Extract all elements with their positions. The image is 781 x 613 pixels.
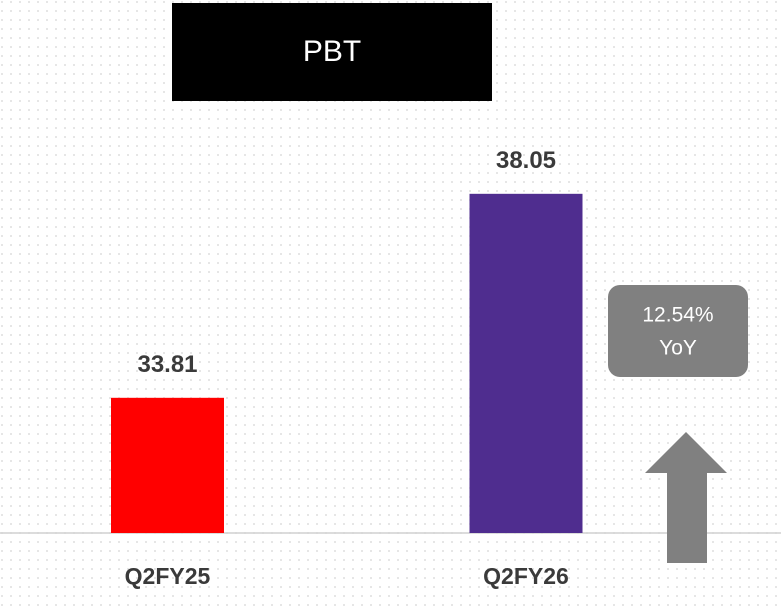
annotation-text: 12.54%	[642, 304, 713, 327]
x-tick-label: Q2FY26	[483, 563, 569, 589]
bar	[469, 193, 583, 534]
annotation-box	[608, 285, 748, 377]
title-box	[172, 3, 492, 101]
annotation-text: YoY	[659, 337, 697, 360]
value-label: 33.81	[137, 351, 197, 378]
x-tick-label: Q2FY25	[125, 563, 211, 589]
value-label: 38.05	[496, 147, 556, 174]
bar	[111, 397, 224, 533]
up-arrow	[645, 432, 727, 563]
chart-title: PBT	[303, 35, 361, 68]
